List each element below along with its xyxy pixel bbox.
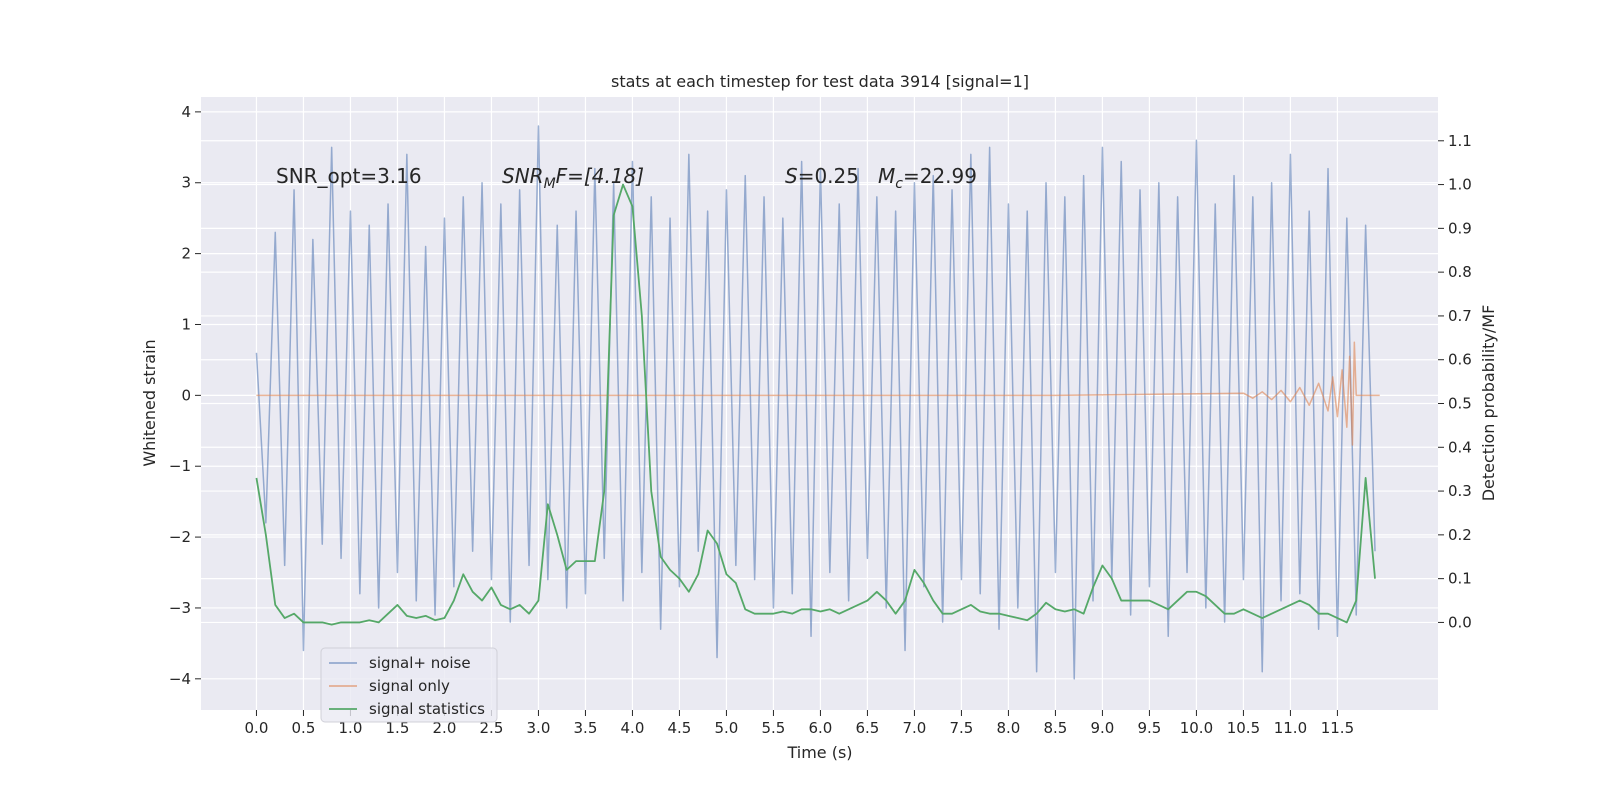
y2-tick-label: 0.6 [1448,351,1472,369]
y-tick-label: 2 [181,245,191,263]
x-tick-label: 10.0 [1180,719,1213,737]
y2-tick-label: 0.0 [1448,613,1472,631]
x-tick-label: 2.0 [433,719,457,737]
x-tick-label: 3.0 [527,719,551,737]
y2-tick-label: 1.1 [1448,132,1472,150]
annotation-rest: F=[4.18] [556,164,644,188]
x-tick-label: 2.5 [480,719,504,737]
y2-axis-label: Detection probability/MF [1479,305,1498,502]
legend-box [320,647,498,723]
y-tick-label: −4 [169,670,191,688]
data-line [255,183,1376,626]
y2-tick-label: 0.3 [1448,482,1472,500]
x-tick-label: 6.0 [809,719,833,737]
annotation: S=0.25 [785,164,859,188]
annotation: SNR_opt=3.16 [276,164,422,188]
x-tick-label: 0.0 [245,719,269,737]
annotation-sub: M [544,176,556,192]
x-tick-label: 3.5 [574,719,598,737]
x-tick-label: 8.0 [997,719,1021,737]
y2-tick-label: 0.2 [1448,526,1472,544]
chart-title: stats at each timestep for test data 391… [611,72,1029,91]
x-tick-label: 5.0 [715,719,739,737]
y2-tick-label: 0.9 [1448,219,1472,237]
y2-tick-label: 0.7 [1448,307,1472,325]
annotation: SNRMF=[4.18] [502,164,644,192]
x-tick-label: 4.0 [621,719,645,737]
y-tick-label: −3 [169,599,191,617]
legend-label: signal only [369,677,450,695]
y-tick-label: 1 [181,315,191,333]
annotation-rest: =22.99 [903,164,977,188]
x-tick-label: 10.5 [1227,719,1260,737]
y2-tick-label: 0.8 [1448,263,1472,281]
x-tick-label: 9.5 [1137,719,1161,737]
x-tick-label: 0.5 [292,719,316,737]
x-tick-label: 11.0 [1274,719,1307,737]
annotation-base: SNR [502,164,544,188]
y2-tick-label: 1.0 [1448,176,1472,194]
x-axis-label: Time (s) [786,743,852,762]
y-tick-label: 0 [181,386,191,404]
x-tick-label: 5.5 [762,719,786,737]
x-tick-label: 9.0 [1091,719,1115,737]
data-line [255,125,1376,680]
x-tick-label: 1.5 [386,719,410,737]
x-tick-label: 1.0 [339,719,363,737]
y-tick-label: 4 [181,103,191,121]
annotation-base: M [878,164,895,188]
y2-tick-label: 0.4 [1448,438,1472,456]
annotation-rest: =0.25 [798,164,859,188]
y-tick-label: −1 [169,457,191,475]
x-tick-label: 8.5 [1044,719,1068,737]
annotation-base: S [785,164,798,188]
y-tick-label: 3 [181,174,191,192]
y2-tick-label: 0.1 [1448,570,1472,588]
legend-label: signal+ noise [369,654,471,672]
x-tick-label: 11.5 [1321,719,1354,737]
x-tick-label: 4.5 [668,719,692,737]
x-tick-label: 7.5 [950,719,974,737]
y-axis-label: Whitened strain [140,339,159,466]
y2-tick-label: 0.5 [1448,395,1472,413]
legend-label: signal statistics [369,700,485,718]
x-tick-label: 7.0 [903,719,927,737]
y-tick-label: −2 [169,528,191,546]
x-tick-label: 6.5 [856,719,880,737]
data-line [256,341,1380,446]
annotation-sub: c [895,176,903,192]
annotation: Mc=22.99 [878,164,977,192]
